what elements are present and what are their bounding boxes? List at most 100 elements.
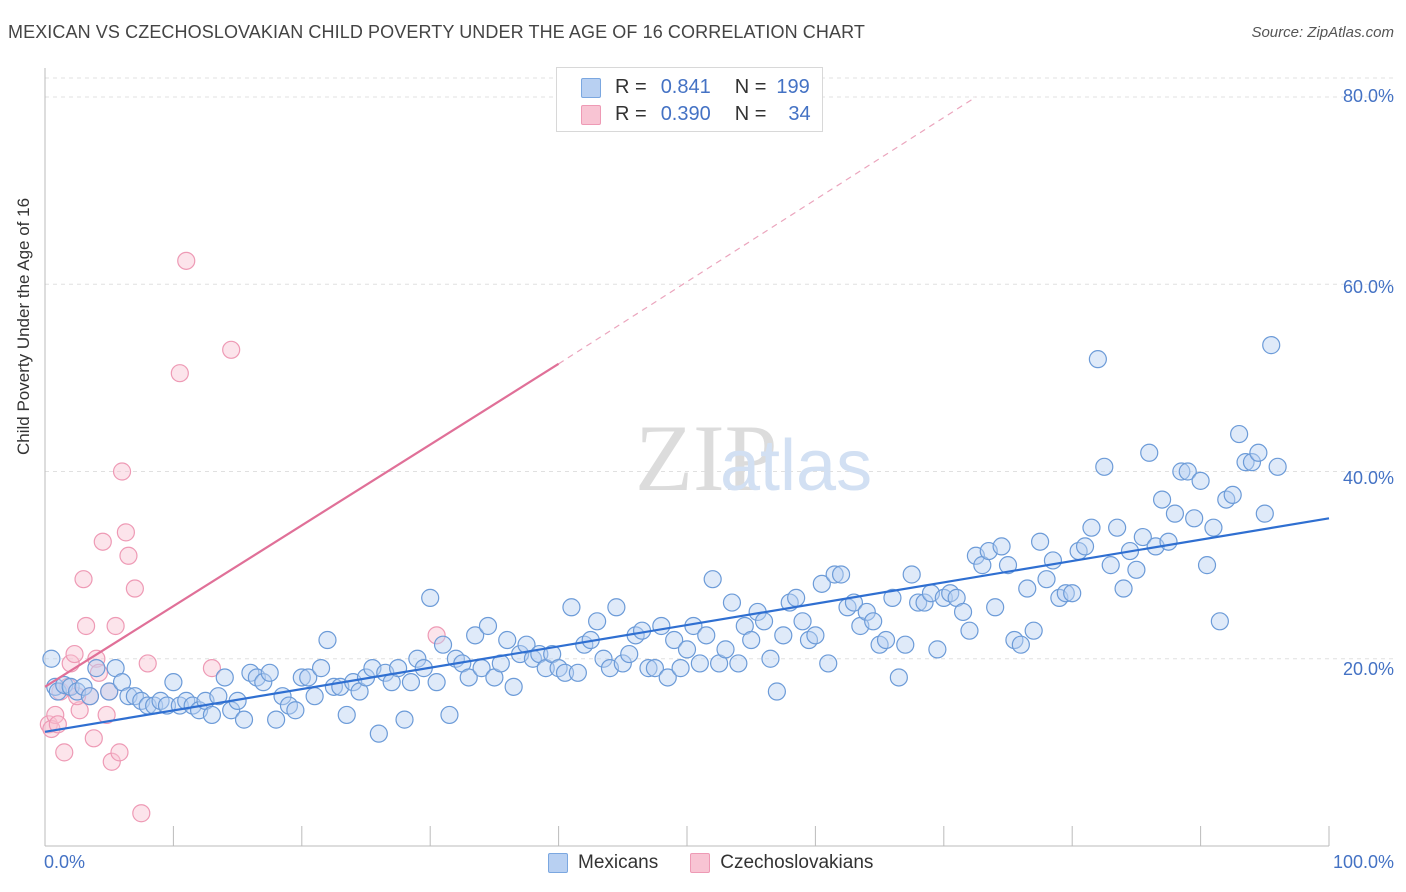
mexicans-point — [665, 630, 684, 650]
y-tick-label-60: 60.0% — [1342, 277, 1394, 297]
mexicans-trend-line — [44, 517, 1330, 733]
mexicans-r-value: 0.841 — [660, 76, 711, 98]
czechoslovakians-point — [202, 659, 222, 678]
mexicans-point — [1056, 584, 1075, 603]
x-tick-label-0: 0.0% — [44, 852, 86, 872]
mexicans-point — [1037, 570, 1056, 589]
mexicans-point — [1236, 453, 1255, 472]
mexicans-point — [876, 630, 896, 650]
czechoslovakians-point — [170, 364, 189, 383]
mexicans-point — [1108, 518, 1127, 537]
mexicans-point — [607, 598, 626, 617]
legend-item-mexicans[interactable]: Mexicans — [548, 852, 658, 874]
czechoslovakians-point — [110, 743, 129, 762]
mexicans-point — [1043, 551, 1063, 570]
mexicans-point — [1018, 579, 1037, 598]
czechoslovakians-point — [67, 687, 87, 706]
mexicans-point — [1133, 527, 1152, 547]
mexicans-point — [1159, 532, 1178, 551]
mexicans-point — [1204, 518, 1223, 537]
stats-legend: R = 0.841 N = 199 R = 0.390 N = 34 — [556, 67, 823, 132]
mexicans-point — [1101, 556, 1120, 575]
mexicans-point — [690, 654, 709, 673]
mexicans-point — [286, 701, 305, 720]
mexicans-point — [1140, 443, 1159, 462]
mexicans-point — [1268, 457, 1287, 476]
mexicans-point — [652, 616, 671, 636]
mexicans-point — [819, 654, 838, 673]
mexicans-point — [928, 640, 947, 659]
mexicans-point — [209, 687, 228, 706]
czechoslovakians-point — [97, 705, 116, 725]
mexicans-point — [787, 588, 806, 607]
mexicans-point — [883, 588, 902, 607]
mexicans-point — [1165, 504, 1185, 523]
mexicans-point — [440, 705, 459, 725]
czechoslovakians-point — [102, 752, 121, 771]
mexicans-point — [260, 663, 279, 682]
mexicans-point — [812, 574, 831, 593]
mexicans-point — [87, 659, 106, 678]
mexicans-point — [202, 705, 222, 725]
mexicans-point — [1127, 560, 1146, 579]
mexicans-point — [620, 644, 639, 664]
mexicans-points — [42, 336, 1287, 743]
mexicans-point — [825, 565, 844, 584]
czechoslovakians-point — [119, 546, 138, 565]
mexicans-point — [421, 588, 440, 607]
mexicans-point — [1172, 462, 1191, 481]
mexicans-point — [1262, 336, 1281, 355]
mexicans-point — [671, 659, 690, 678]
mexicans-point — [408, 649, 427, 668]
watermark-zip: ZIP — [635, 405, 778, 511]
mexicans-point — [915, 593, 934, 612]
legend-item-czechoslovakians[interactable]: Czechoslovakians — [690, 852, 873, 874]
mexicans-point — [1178, 462, 1197, 481]
mexicans-point — [1197, 556, 1217, 575]
mexicans-point — [1063, 584, 1082, 603]
series-legend: Mexicans Czechoslovakians — [548, 852, 905, 874]
mexicans-point — [215, 668, 234, 687]
watermark-atlas: atlas — [720, 426, 872, 506]
mexicans-point — [831, 565, 851, 584]
mexicans-point — [100, 682, 119, 701]
mexicans-point — [588, 612, 607, 631]
chart-source: Source: ZipAtlas.com — [1251, 24, 1394, 41]
mexicans-point — [401, 673, 421, 692]
czechoslovakians-n-value: 34 — [788, 103, 811, 125]
mexicans-point — [466, 626, 485, 645]
czechoslovakians-point — [74, 570, 93, 589]
mexicans-point — [395, 710, 414, 729]
mexicans-point — [594, 649, 613, 668]
mexicans-point — [555, 663, 575, 682]
legend-label-czechoslovakians: Czechoslovakians — [720, 852, 874, 873]
czechoslovakians-point — [132, 804, 151, 823]
mexicans-point — [80, 687, 100, 706]
mexicans-point — [1024, 621, 1043, 640]
mexicans-point — [767, 682, 786, 701]
czechoslovakians-point — [106, 616, 125, 636]
mexicans-n-value: 199 — [776, 76, 810, 98]
mexicans-point — [992, 537, 1011, 556]
mexicans-point — [164, 673, 183, 692]
mexicans-swatch — [581, 77, 601, 98]
mexicans-point — [318, 630, 337, 650]
mexicans-point — [1088, 350, 1107, 369]
czechoslovakians-point — [427, 626, 446, 645]
mexicans-point — [909, 593, 928, 612]
mexicans-point — [1223, 485, 1242, 505]
r-label: R = — [615, 76, 647, 98]
mexicans-point — [729, 654, 748, 673]
mexicans-point — [986, 598, 1005, 617]
mexicans-point — [658, 668, 677, 687]
mexicans-point — [42, 649, 61, 668]
mexicans-point — [1082, 518, 1101, 537]
mexicans-point — [703, 570, 722, 589]
czechoslovakians-point — [112, 462, 132, 481]
mexicans-point — [1191, 471, 1210, 490]
czechoslovakians-trend-extension — [558, 96, 977, 365]
mexicans-point — [960, 621, 979, 640]
n-label: N = — [734, 103, 767, 125]
mexicans-point — [742, 630, 761, 650]
mexicans-point — [902, 565, 921, 584]
